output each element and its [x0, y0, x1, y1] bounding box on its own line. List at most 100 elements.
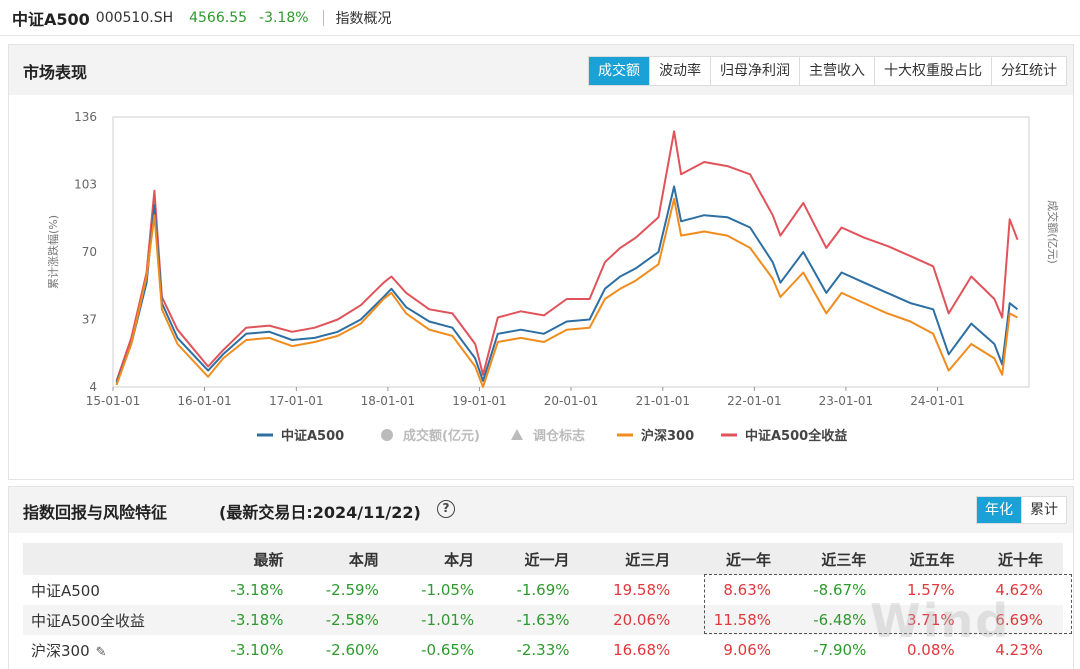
- index-name: 中证A500: [12, 9, 90, 29]
- table-cell: 19.58%: [613, 581, 671, 599]
- legend-label: 沪深300: [641, 428, 694, 444]
- row-name: 中证A500: [31, 581, 100, 600]
- column-header: 本月: [398, 543, 495, 575]
- table-cell: 3.71%: [886, 605, 975, 635]
- table-cell: 0.08%: [906, 641, 955, 659]
- y-tick-label: 37: [82, 313, 97, 327]
- index-code: 000510.SH: [95, 9, 174, 26]
- table-cell: -3.10%: [230, 641, 284, 659]
- returns-panel: 指数回报与风险特征 (最新交易日:2024/11/22) ? 年化 累计 最新 …: [8, 486, 1074, 669]
- y-tick-label: 103: [74, 178, 97, 192]
- legend-swatch: [381, 429, 393, 441]
- column-header: 近一月: [494, 543, 590, 575]
- column-header: 近一年: [690, 543, 791, 575]
- row-name-label: 沪深300: [31, 641, 90, 660]
- performance-chart: 136 103 70 37 415-01-01 16-01-01 17-01-01 18-01…: [46, 110, 1060, 444]
- returns-header-row: 最新 本周 本月 近一月 近三月 近一年 近三年 近五年 近十年: [23, 543, 1063, 575]
- table-cell: -2.58%: [303, 605, 399, 635]
- legend-label: 中证A500: [281, 428, 344, 444]
- x-tick-label: 17-01-01: [269, 394, 323, 408]
- market-performance-panel: 市场表现 成交额 波动率 归母净利润 主营收入 十大权重股占比 分红统计 136…: [8, 44, 1074, 480]
- x-tick-label: 18-01-01: [361, 394, 415, 408]
- column-header: 近十年: [974, 543, 1063, 575]
- tab-annualized[interactable]: 年化: [977, 497, 1021, 523]
- help-icon[interactable]: ?: [437, 500, 455, 518]
- index-price: 4566.55: [189, 9, 248, 26]
- plot-frame: [112, 116, 1030, 388]
- x-tick-label: 22-01-01: [727, 394, 781, 408]
- y-axis-title: 累计涨跌幅(%): [46, 215, 60, 289]
- table-cell: 4.23%: [995, 641, 1043, 659]
- x-tick-label: 16-01-01: [177, 394, 231, 408]
- table-cell: 20.06%: [589, 605, 691, 635]
- legend-label: 调仓标志: [533, 428, 585, 444]
- table-cell: 11.58%: [690, 605, 791, 635]
- tab-cumulative[interactable]: 累计: [1021, 497, 1066, 523]
- series-line-3: [115, 130, 1019, 382]
- legend-swatch: [511, 429, 523, 440]
- x-tick-label: 20-01-01: [544, 394, 598, 408]
- table-cell: 8.63%: [723, 581, 771, 599]
- tab-volatility[interactable]: 波动率: [649, 57, 710, 85]
- row-name: 中证A500全收益: [23, 605, 209, 635]
- table-row: 中证A500 -3.18% -2.59% -1.05% -1.69% 19.58…: [23, 575, 1063, 605]
- table-cell: -6.48%: [791, 605, 887, 635]
- y-tick-label: 4: [89, 380, 97, 394]
- table-cell: -1.01%: [398, 605, 495, 635]
- y2-axis-title: 成交额(亿元): [1046, 200, 1060, 264]
- table-cell: 4.62%: [995, 581, 1043, 599]
- tab-net-profit[interactable]: 归母净利润: [710, 57, 799, 85]
- column-header: 近三年: [791, 543, 887, 575]
- column-header: 近三月: [589, 543, 691, 575]
- table-cell: -1.63%: [494, 605, 590, 635]
- table-row: 沪深300 ✎ -3.10% -2.60% -0.65% -2.33% 16.68…: [23, 635, 1063, 665]
- market-panel-header: 市场表现 成交额 波动率 归母净利润 主营收入 十大权重股占比 分红统计: [9, 45, 1073, 95]
- table-cell: -3.18%: [208, 605, 304, 635]
- edit-icon[interactable]: ✎: [95, 644, 107, 660]
- index-change: -3.18%: [259, 9, 309, 26]
- wind-watermark: Wind: [870, 594, 1011, 648]
- index-header: 中证A500 000510.SH 4566.55 -3.18% 指数概况: [0, 0, 1080, 36]
- returns-table: 最新 本周 本月 近一月 近三月 近一年 近三年 近五年 近十年 中证A500 …: [23, 543, 1063, 665]
- table-cell: 9.06%: [723, 641, 771, 659]
- table-cell: -8.67%: [813, 581, 867, 599]
- table-cell: -3.18%: [230, 581, 284, 599]
- x-tick-label: 21-01-01: [636, 394, 690, 408]
- table-cell: -2.33%: [516, 641, 570, 659]
- table-cell: -7.90%: [813, 641, 867, 659]
- column-header: [23, 543, 209, 575]
- returns-title: 指数回报与风险特征: [23, 503, 168, 522]
- y-tick-label: 70: [82, 245, 97, 259]
- table-row: 中证A500全收益 -3.18% -2.58% -1.01% -1.63% 20…: [23, 605, 1063, 635]
- series-line-1: [115, 185, 1019, 384]
- table-cell: 1.57%: [906, 581, 955, 599]
- returns-panel-header: 指数回报与风险特征 (最新交易日:2024/11/22) ? 年化 累计: [9, 487, 1073, 533]
- tab-top10-weight[interactable]: 十大权重股占比: [874, 57, 991, 85]
- column-header: 最新: [208, 543, 304, 575]
- tab-turnover[interactable]: 成交额: [589, 57, 649, 85]
- table-cell: 6.69%: [974, 605, 1063, 635]
- latest-trade-date: (最新交易日:2024/11/22): [219, 503, 421, 522]
- market-tabs: 成交额 波动率 归母净利润 主营收入 十大权重股占比 分红统计: [588, 56, 1067, 86]
- row-name: 沪深300 ✎: [23, 635, 208, 665]
- tab-dividend[interactable]: 分红统计: [991, 57, 1066, 85]
- tab-revenue[interactable]: 主营收入: [799, 57, 874, 85]
- legend-label: 成交额(亿元): [403, 428, 480, 444]
- legend-label: 中证A500全收益: [745, 428, 847, 444]
- column-header: 本周: [303, 543, 399, 575]
- table-cell: -1.69%: [516, 581, 570, 599]
- index-overview-link[interactable]: 指数概况: [335, 10, 392, 27]
- return-mode-tabs: 年化 累计: [976, 496, 1067, 524]
- table-cell: -0.65%: [421, 641, 475, 659]
- table-cell: -2.59%: [325, 581, 379, 599]
- x-tick-label: 23-01-01: [819, 394, 873, 408]
- table-cell: -2.60%: [325, 641, 379, 659]
- series-line-2: [115, 197, 1018, 388]
- x-tick-label: 19-01-01: [452, 394, 506, 408]
- table-cell: -1.05%: [421, 581, 475, 599]
- x-tick-label: 15-01-01: [86, 394, 140, 408]
- header-divider: [322, 9, 324, 26]
- market-panel-title: 市场表现: [23, 63, 88, 82]
- x-tick-label: 24-01-01: [910, 394, 964, 408]
- table-cell: 16.68%: [613, 641, 671, 659]
